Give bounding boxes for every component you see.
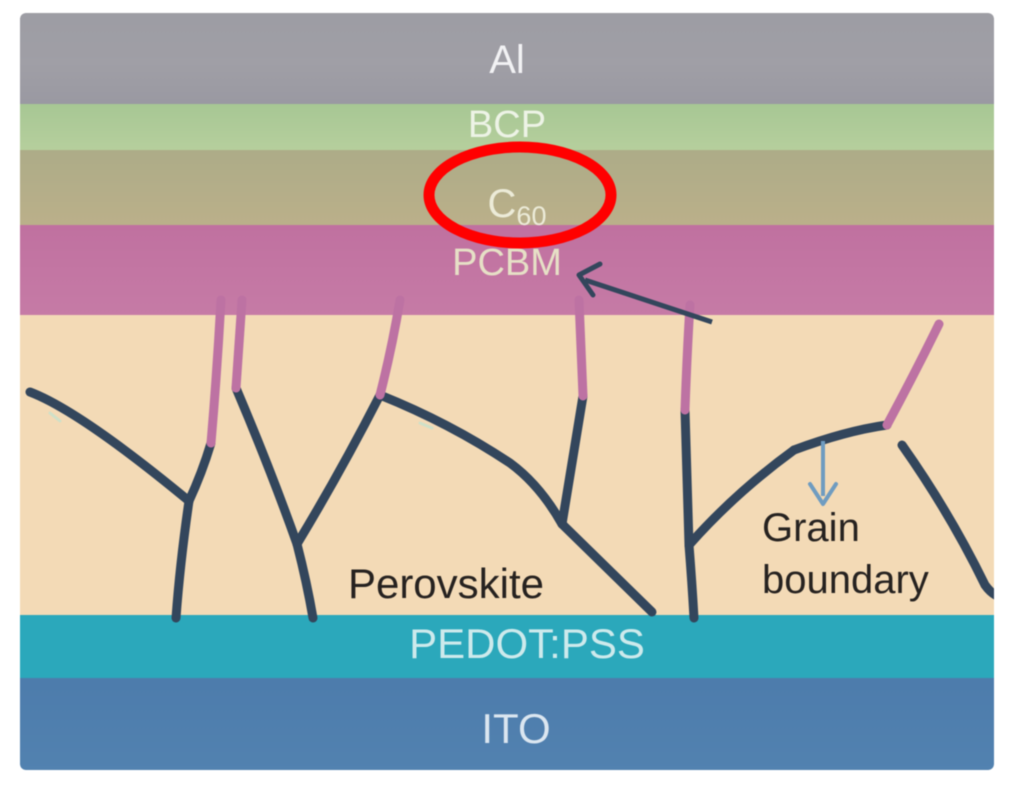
svg-text:boundary: boundary [762, 558, 929, 602]
svg-text:BCP: BCP [468, 104, 546, 146]
svg-text:PEDOT:PSS: PEDOT:PSS [409, 620, 645, 667]
svg-text:Al: Al [489, 38, 525, 82]
svg-text:ITO: ITO [481, 705, 550, 752]
svg-text:PCBM: PCBM [452, 242, 562, 284]
svg-text:Grain: Grain [762, 506, 860, 550]
svg-text:Perovskite: Perovskite [348, 560, 544, 607]
